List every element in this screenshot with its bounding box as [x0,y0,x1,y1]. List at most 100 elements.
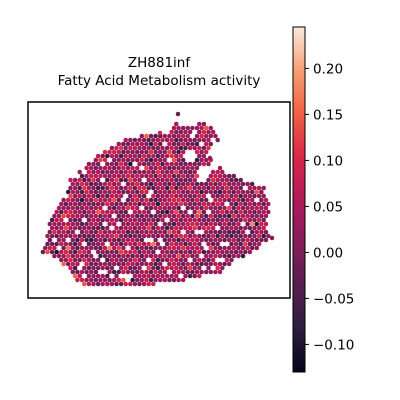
spot-point [68,249,73,255]
spot-point [137,265,142,271]
spot-point [183,265,188,271]
spot-point [180,277,186,283]
spot-point [91,241,96,247]
spot-point [185,229,191,235]
spot-point [194,213,200,219]
spot-point [157,205,163,211]
spot-point [121,229,126,235]
spot-point [123,177,128,183]
spot-point [238,185,243,191]
spot-point [118,161,124,167]
spot-point [213,133,218,139]
spot-point [146,281,151,287]
spot-point [176,133,181,139]
spot-point [63,249,69,255]
spot-point [171,237,177,243]
spot-point [185,133,191,139]
spot-point [210,257,216,263]
spot-point [107,181,112,187]
spot-point [203,197,209,203]
spot-point [146,137,151,143]
spot-point [128,241,133,247]
spot-point [75,261,80,267]
spot-point [224,209,230,215]
spot-point [125,149,131,155]
spot-point [125,213,131,219]
spot-point [49,225,55,231]
spot-point [180,269,186,275]
spot-point [144,277,149,283]
colorbar: −0.10 −0.05 0.00 0.05 0.10 0.15 0.20 [292,26,354,373]
spot-point [164,153,170,159]
spot-point [148,181,154,187]
spot-point [199,133,204,139]
spot-point [233,201,239,207]
spot-point [118,249,124,255]
spot-point [217,213,223,219]
spot-point [261,233,266,239]
spot-point [75,245,80,251]
spot-point [118,281,124,287]
spot-point [134,261,140,267]
spot-point [118,209,124,215]
spot-point [171,261,177,267]
spot-point [102,181,108,187]
spot-point [192,273,197,279]
spot-point [160,201,165,207]
spot-point [215,177,220,183]
spot-point [111,229,117,235]
spot-point [220,249,225,255]
spot-point [199,205,204,211]
spot-point [187,241,193,247]
spot-point [203,149,209,155]
spot-point [215,193,220,199]
spot-point [79,221,85,227]
spot-point [238,177,243,183]
spot-point [72,209,78,215]
spot-point [243,249,248,255]
spot-point [164,201,170,207]
spot-point [132,145,138,151]
spot-point [155,193,161,199]
spot-point [162,165,168,171]
spot-point [160,209,165,215]
spot-point [162,237,168,243]
spot-point [116,253,122,259]
spot-point [84,213,89,219]
spot-point [121,173,126,179]
spot-point [224,233,230,239]
colorbar-tick-label: −0.10 [313,337,354,353]
spot-point [100,217,105,223]
spot-point [123,137,128,143]
spot-point [178,169,184,175]
spot-point [256,185,262,191]
spot-point [261,217,266,223]
spot-point [197,273,202,279]
spot-point [231,237,237,243]
spot-point [114,273,119,279]
spot-point [249,245,255,251]
colorbar-tick-label: 0.10 [313,153,343,169]
spot-point [84,181,89,187]
spot-point [201,185,207,191]
spot-point [123,265,128,271]
spot-point [111,237,117,243]
spot-point [247,217,253,223]
spot-point [130,157,135,163]
spot-point [155,273,161,279]
spot-point [222,253,227,259]
spot-point [157,181,163,187]
spot-point [233,185,239,191]
chart-title: ZH881inf [128,55,191,71]
spot-point [146,177,151,183]
spot-point [84,261,89,267]
spot-point [70,205,76,211]
spot-point [199,157,204,163]
spot-point [206,257,211,263]
spot-point [148,221,154,227]
spot-point [107,237,112,243]
spot-point [153,229,158,235]
spot-point [222,181,227,187]
spot-point [121,277,126,283]
spot-point [61,229,66,235]
